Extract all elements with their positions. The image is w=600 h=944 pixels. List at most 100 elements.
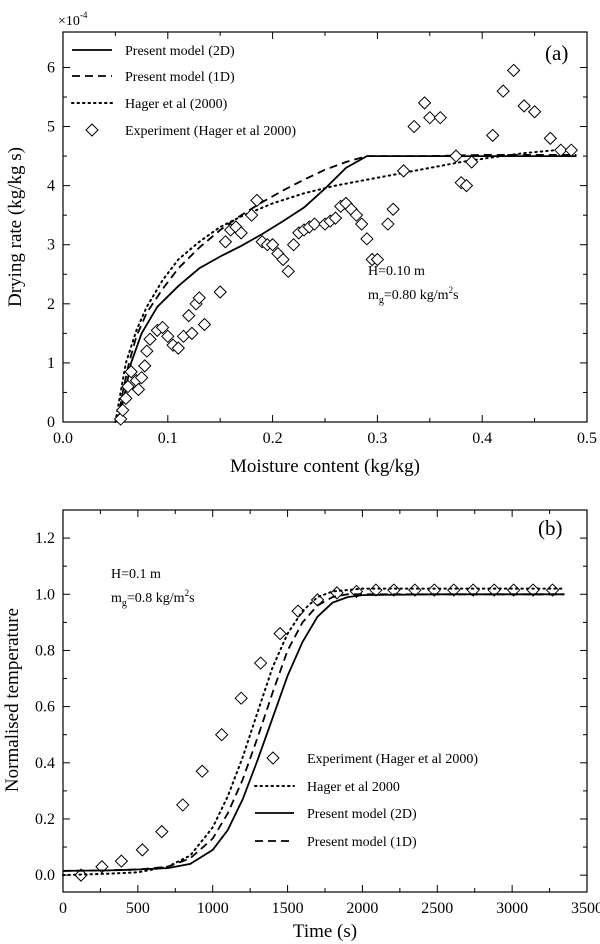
- panel-a-experiment-point: [119, 391, 133, 406]
- panel-a-y-multiplier: ×10-4: [58, 10, 88, 29]
- panel-a-x-tick-label: 0.5: [577, 430, 597, 447]
- panel-a-experiment-point: [218, 235, 233, 249]
- panel-b-experiment-point: [155, 824, 169, 839]
- panel-a-experiment-point: [396, 164, 411, 178]
- panel-a-y-axis-title: Drying rate (kg/kg s): [5, 147, 26, 307]
- panel-a-experiment-point: [121, 379, 135, 394]
- panel-a-experiment-point: [124, 365, 138, 379]
- panel-a-experiment-point: [433, 110, 447, 125]
- panel-a-y-tick-label: 0: [47, 414, 55, 431]
- panel-a-experiment-point: [155, 320, 170, 335]
- panel-a-annotation-line2: mg=0.80 kg/m2s: [368, 285, 459, 306]
- panel-a-experiment-point: [307, 217, 322, 231]
- panel-b-experiment-point: [253, 656, 268, 670]
- panel-a-experiment-point: [281, 264, 296, 279]
- panel-a-experiment-point: [459, 178, 474, 193]
- panel-a-experiment-point: [328, 211, 343, 225]
- panel-b-experiment-point: [95, 860, 109, 874]
- panel-a-experiment-point: [182, 308, 196, 323]
- panel-a-experiment-point: [265, 238, 280, 252]
- panel-a-y-tick-label: 5: [47, 119, 55, 136]
- panel-a-legend: Present model (2D) Present model (1D) Ha…: [71, 44, 296, 139]
- panel-a-experiment-point: [506, 63, 521, 78]
- panel-b-x-tick-label: 3500: [571, 900, 600, 917]
- panel-a-y-tick-label: 2: [47, 296, 55, 313]
- panel-b-experiment-point: [135, 843, 150, 857]
- panel-a-y-tick-label: 1: [47, 355, 55, 372]
- panel-a-experiment-point: [244, 208, 259, 222]
- panel-a-ticks: 0.0 0.1 0.2 0.3 0.4 0.5 0 1 2 3 4 5 6: [47, 32, 597, 447]
- panel-a-experiment-point: [131, 382, 146, 397]
- panel-a-experiment-point: [381, 217, 395, 231]
- panel-a-y-tick-label: 4: [47, 178, 55, 195]
- panel-a-experiment-point: [171, 341, 185, 355]
- panel-b-x-tick-label: 3000: [496, 900, 528, 917]
- panel-a-x-tick-label: 0.4: [472, 430, 492, 447]
- panel-b-legend: Experiment (Hager et al 2000) Hager et a…: [254, 751, 478, 850]
- panel-a-experiment-point: [449, 149, 463, 163]
- panel-b-experiment-point: [214, 727, 229, 742]
- panel-a-experiment-point: [354, 217, 369, 231]
- panel-b-ticks: 0 500 1000 1500 2000 2500 3000 3500 0.0 0.2 0.4 0.6…: [35, 510, 600, 917]
- panel-a-experiment-point: [286, 238, 301, 252]
- panel-b-experiment-point: [176, 798, 190, 812]
- legend-a-label-experiment: Experiment (Hager et al 2000): [125, 124, 296, 139]
- panel-a-experiment-point: [465, 155, 479, 169]
- panel-a-experiment-point: [161, 329, 175, 344]
- panel-a-experiment-point: [543, 131, 558, 146]
- panel-b: 0 500 1000 1500 2000 2500 3000 3500 0.0 0.2 0.4 0.6…: [2, 509, 600, 942]
- panel-a-experiment-point: [138, 359, 152, 373]
- legend-a-label-hager: Hager et al (2000): [125, 97, 228, 112]
- panel-a-x-tick-label: 0.2: [263, 430, 283, 447]
- panel-a-y-tick-label: 3: [47, 237, 55, 254]
- panel-a-experiment-point: [360, 232, 374, 246]
- panel-a-label: (a): [545, 41, 568, 65]
- panel-b-y-tick-label: 0.8: [35, 642, 55, 659]
- panel-b-y-tick-label: 0.4: [35, 755, 55, 772]
- panel-b-x-tick-label: 500: [126, 900, 150, 917]
- legend-a-label-2d: Present model (2D): [125, 44, 235, 59]
- legend-a-label-1d: Present model (1D): [125, 70, 235, 85]
- panel-a-x-tick-label: 0.1: [158, 430, 178, 447]
- panel-b-label: (b): [538, 516, 563, 540]
- panel-a-experiment-point: [197, 317, 212, 332]
- panel-a-x-tick-label: 0.3: [367, 430, 387, 447]
- panel-a-annotation: H=0.10 m mg=0.80 kg/m2s: [368, 264, 459, 306]
- panel-a-experiment-point: [517, 99, 531, 113]
- panel-a-experiment-point: [417, 96, 432, 110]
- panel-b-y-axis-title: Normalised temperature: [2, 608, 23, 792]
- panel-b-annotation-line2: mg=0.8 kg/m2s: [111, 588, 195, 609]
- panel-b-series: [62, 583, 566, 882]
- panel-b-experiment-point: [195, 764, 209, 778]
- panel-a-experiment-point: [143, 332, 157, 346]
- panel-b-y-tick-label: 0.0: [35, 867, 55, 884]
- panel-a-experiment-point: [213, 285, 227, 299]
- panel-b-y-tick-label: 0.6: [35, 699, 55, 716]
- panel-a-experiment-point: [386, 202, 400, 216]
- panel-a-experiment-point: [113, 412, 128, 426]
- panel-b-experiment-point: [114, 854, 129, 868]
- panel-a-experiment-point: [485, 128, 500, 143]
- panel-a-experiment-point: [527, 105, 542, 119]
- panel-b-series-solid-line: [62, 593, 565, 872]
- panel-a-experiment-point: [407, 119, 421, 134]
- panel-a-annotation-line1: H=0.10 m: [368, 264, 425, 279]
- panel-a-experiment-point: [250, 193, 264, 208]
- panel-b-series-dashed-line: [62, 593, 565, 872]
- panel-b-experiment-point: [234, 691, 248, 705]
- panel-a-experiment-point: [554, 143, 568, 157]
- panel-b-x-tick-label: 1500: [272, 900, 304, 917]
- panel-b-x-tick-label: 1000: [197, 900, 229, 917]
- panel-b-x-tick-label: 2500: [421, 900, 453, 917]
- panel-b-annotation: H=0.1 m mg=0.8 kg/m2s: [111, 567, 195, 609]
- panel-a-experiment-point: [134, 370, 149, 385]
- legend-b-swatch-experiment: [266, 751, 280, 765]
- panel-b-x-axis-title: Time (s): [293, 921, 357, 942]
- panel-a-experiment-point: [234, 226, 248, 240]
- panel-b-y-tick-label: 0.2: [35, 811, 55, 828]
- panel-a-series-dotted-line: [114, 148, 578, 423]
- panel-a-experiment-point: [564, 143, 578, 157]
- panel-a: 0.0 0.1 0.2 0.3 0.4 0.5 0 1 2 3 4 5 6 ×10-4 (a) Pres…: [5, 10, 597, 477]
